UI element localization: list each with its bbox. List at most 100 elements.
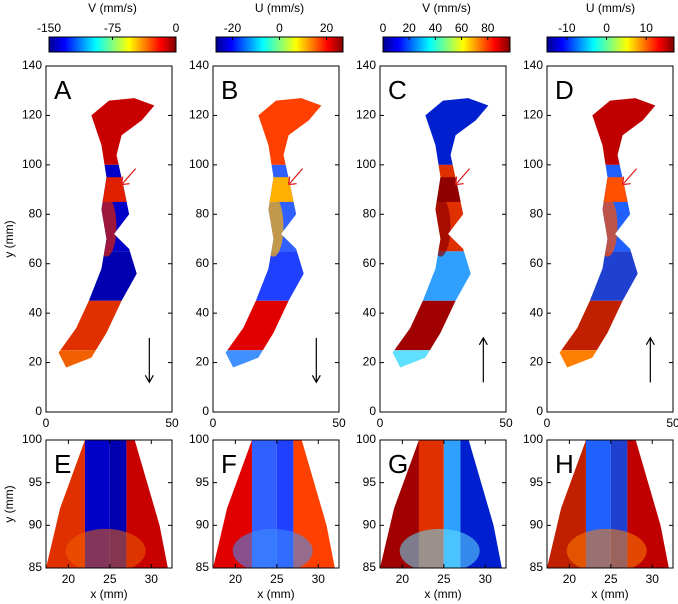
field-image bbox=[58, 98, 155, 384]
colorbar bbox=[382, 36, 511, 53]
panel-label: H bbox=[555, 449, 574, 479]
y-tick-label: 40 bbox=[29, 305, 43, 319]
colorbar-tick-label: -10 bbox=[558, 21, 576, 35]
colorbar-tick-label: 0 bbox=[276, 21, 283, 35]
y-tick-label: 100 bbox=[22, 432, 42, 446]
y-tick-label: 60 bbox=[530, 256, 544, 270]
axes-box bbox=[45, 439, 173, 569]
arrow-black bbox=[144, 337, 154, 384]
colorbar-tick-label: 0 bbox=[603, 21, 610, 35]
colorbar-tick-label: 20 bbox=[403, 21, 417, 35]
y-tick-label: 0 bbox=[536, 404, 543, 418]
colorbar-tick-label: 40 bbox=[429, 21, 443, 35]
y-tick-label: 95 bbox=[530, 475, 544, 489]
x-tick-label: 30 bbox=[145, 572, 159, 586]
x-tick-label: 25 bbox=[437, 572, 451, 586]
axes-box bbox=[546, 439, 674, 569]
y-tick-label: 20 bbox=[29, 355, 43, 369]
x-axis-label: x (mm) bbox=[591, 587, 628, 601]
field-band bbox=[225, 300, 322, 351]
y-tick-label: 85 bbox=[363, 560, 377, 574]
y-tick-label: 0 bbox=[202, 404, 209, 418]
field-band bbox=[392, 350, 489, 368]
panel-label: A bbox=[54, 75, 72, 105]
y-tick-label: 90 bbox=[29, 518, 43, 532]
axes-box bbox=[45, 65, 173, 413]
colorbar-tick-label: -75 bbox=[104, 21, 122, 35]
field-blob bbox=[65, 528, 146, 568]
y-tick-label: 0 bbox=[35, 404, 42, 418]
y-tick-label: 40 bbox=[363, 305, 377, 319]
field-band bbox=[58, 251, 155, 301]
y-tick-label: 40 bbox=[196, 305, 210, 319]
x-axis-label: x (mm) bbox=[257, 587, 294, 601]
field-image bbox=[392, 98, 489, 383]
colorbar-tick-label: -20 bbox=[224, 21, 242, 35]
x-axis-label: x (mm) bbox=[90, 587, 127, 601]
field-image bbox=[225, 98, 322, 384]
arrow-red bbox=[287, 168, 304, 186]
x-tick-label: 0 bbox=[210, 416, 217, 430]
y-tick-label: 100 bbox=[523, 157, 543, 171]
x-tick-label: 20 bbox=[563, 572, 577, 586]
field-blob bbox=[96, 196, 117, 257]
panel-label: G bbox=[388, 449, 408, 479]
field-blob bbox=[566, 528, 647, 568]
x-tick-label: 30 bbox=[646, 572, 660, 586]
y-axis-label: y (mm) bbox=[2, 485, 16, 522]
colorbar-tick-label: 0 bbox=[380, 21, 387, 35]
y-tick-label: 140 bbox=[356, 58, 376, 72]
arrow-red bbox=[454, 168, 471, 186]
x-tick-label: 25 bbox=[103, 572, 117, 586]
y-tick-label: 90 bbox=[530, 518, 544, 532]
colorbar-title: V (mm/s) bbox=[88, 1, 137, 15]
x-axis-label: x (mm) bbox=[424, 587, 461, 601]
x-tick-label: 30 bbox=[312, 572, 326, 586]
y-tick-label: 20 bbox=[363, 355, 377, 369]
axes-box bbox=[546, 65, 674, 413]
field-band bbox=[225, 350, 322, 368]
arrow-black bbox=[311, 337, 321, 384]
y-tick-label: 100 bbox=[189, 157, 209, 171]
y-tick-label: 90 bbox=[196, 518, 210, 532]
y-tick-label: 20 bbox=[530, 355, 544, 369]
panel-label: C bbox=[388, 75, 407, 105]
x-tick-label: 25 bbox=[604, 572, 618, 586]
x-tick-label: 0 bbox=[544, 416, 551, 430]
y-tick-label: 80 bbox=[196, 206, 210, 220]
field-band bbox=[58, 300, 155, 351]
x-tick-label: 50 bbox=[666, 416, 678, 430]
y-tick-label: 120 bbox=[189, 108, 209, 122]
colorbar-title: U (mm/s) bbox=[586, 1, 635, 15]
field-band bbox=[225, 251, 322, 301]
y-tick-label: 100 bbox=[523, 432, 543, 446]
axes-box bbox=[379, 439, 507, 569]
field-blob bbox=[597, 196, 618, 257]
y-tick-label: 0 bbox=[369, 404, 376, 418]
y-tick-label: 95 bbox=[363, 475, 377, 489]
y-tick-label: 85 bbox=[29, 560, 43, 574]
field-image bbox=[559, 98, 656, 383]
axes-box bbox=[379, 65, 507, 413]
field-blob bbox=[263, 196, 284, 257]
y-tick-label: 100 bbox=[22, 157, 42, 171]
y-tick-label: 95 bbox=[196, 475, 210, 489]
x-tick-label: 0 bbox=[43, 416, 50, 430]
x-tick-label: 25 bbox=[270, 572, 284, 586]
y-tick-label: 40 bbox=[530, 305, 544, 319]
x-tick-label: 20 bbox=[229, 572, 243, 586]
colorbar-tick-label: 60 bbox=[455, 21, 469, 35]
y-tick-label: 140 bbox=[22, 58, 42, 72]
y-tick-label: 80 bbox=[530, 206, 544, 220]
field-band bbox=[392, 300, 489, 351]
colorbar-tick-label: 10 bbox=[640, 21, 654, 35]
field-band bbox=[58, 350, 155, 368]
y-tick-label: 80 bbox=[363, 206, 377, 220]
y-tick-label: 120 bbox=[523, 108, 543, 122]
field-band bbox=[559, 350, 656, 368]
x-tick-label: 30 bbox=[479, 572, 493, 586]
y-tick-label: 140 bbox=[189, 58, 209, 72]
arrow-red bbox=[120, 168, 137, 186]
arrow-black bbox=[645, 336, 655, 383]
